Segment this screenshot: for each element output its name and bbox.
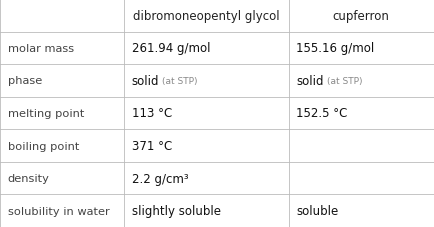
Text: slightly soluble: slightly soluble — [132, 204, 220, 217]
Text: 113 °C: 113 °C — [132, 107, 172, 120]
Text: dibromoneopentyl glycol: dibromoneopentyl glycol — [133, 10, 279, 23]
Text: density: density — [8, 173, 49, 183]
Text: boiling point: boiling point — [8, 141, 79, 151]
Text: molar mass: molar mass — [8, 44, 74, 54]
Text: 155.16 g/mol: 155.16 g/mol — [296, 42, 375, 55]
Text: 261.94 g/mol: 261.94 g/mol — [132, 42, 210, 55]
Text: solid: solid — [132, 75, 159, 88]
Text: solid: solid — [296, 75, 324, 88]
Text: 152.5 °C: 152.5 °C — [296, 107, 348, 120]
Text: soluble: soluble — [296, 204, 339, 217]
Text: solubility in water: solubility in water — [8, 206, 109, 216]
Text: (at STP): (at STP) — [162, 76, 198, 86]
Text: (at STP): (at STP) — [327, 76, 363, 86]
Text: phase: phase — [8, 76, 42, 86]
Text: 371 °C: 371 °C — [132, 139, 172, 152]
Text: cupferron: cupferron — [333, 10, 390, 23]
Text: melting point: melting point — [8, 109, 84, 118]
Text: 2.2 g/cm³: 2.2 g/cm³ — [132, 172, 188, 185]
